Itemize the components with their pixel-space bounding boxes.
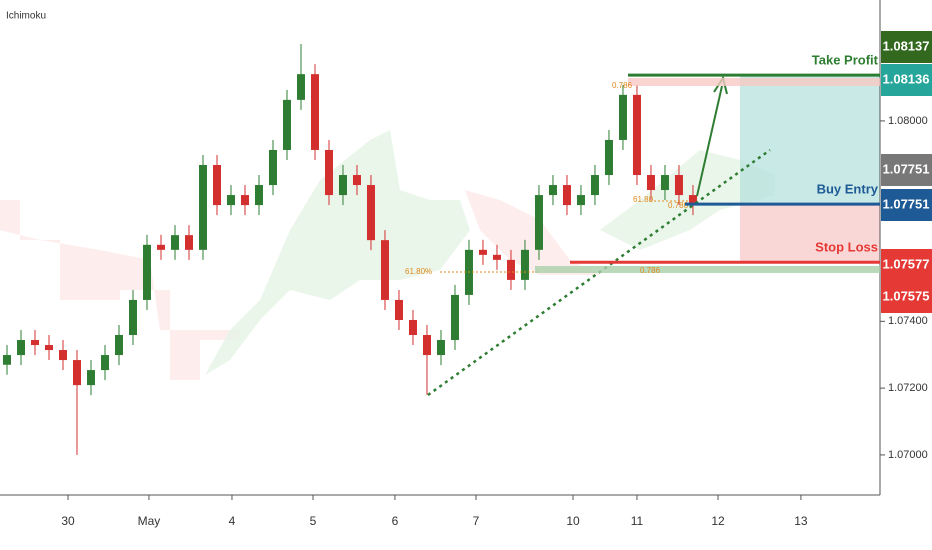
candle-body [436, 340, 445, 356]
candle-body [198, 165, 207, 250]
candle-body [408, 319, 417, 336]
x-tick-label: 5 [310, 514, 317, 528]
candle-body [16, 340, 25, 356]
candle-body [352, 175, 361, 186]
candle-body [548, 185, 557, 196]
candle-body [674, 175, 683, 196]
candle-body [422, 335, 431, 356]
candle-body [338, 175, 347, 196]
candle-body [30, 340, 39, 346]
x-tick-label: 11 [631, 514, 644, 528]
candle-body [604, 139, 613, 176]
candle-body [254, 185, 263, 206]
candle-body [492, 254, 501, 260]
cloud-bearish [465, 190, 600, 275]
fib-label: 0.786 [668, 201, 689, 210]
candle-body [282, 99, 291, 150]
x-tick-label: 4 [229, 514, 236, 528]
candle-body [576, 195, 585, 206]
candle-body [240, 195, 249, 206]
candle-body [100, 355, 109, 371]
x-tick-label: 10 [566, 514, 580, 528]
candle-body [44, 345, 53, 351]
y-tick-label: 1.08000 [888, 115, 928, 127]
plot [2, 44, 880, 455]
candle-body [380, 240, 389, 300]
candle-body [506, 259, 515, 280]
candle-body [114, 335, 123, 356]
fib-label: 0.786 [612, 81, 633, 90]
candle-body [394, 299, 403, 320]
cloud-bullish [205, 130, 470, 375]
candle-body [226, 195, 235, 206]
candle-body [450, 294, 459, 341]
fib-label: 0.786 [640, 266, 661, 275]
candle-body [632, 94, 641, 176]
candle-body [58, 350, 67, 361]
price-tag-label: 1.07575 [883, 288, 930, 303]
level-label: Stop Loss [815, 240, 878, 255]
price-tag-label: 1.07751 [883, 196, 930, 211]
candle-body [534, 195, 543, 250]
candle-body [212, 165, 221, 206]
candle-body [170, 235, 179, 250]
price-tag-label: 1.08137 [883, 38, 930, 53]
y-tick-label: 1.07400 [888, 315, 928, 327]
cloud-bullish [600, 150, 775, 250]
candle-body [296, 74, 305, 100]
price-tag [881, 154, 932, 186]
x-tick-label: 6 [392, 514, 399, 528]
candle-body [478, 249, 487, 255]
level-label: Take Profit [812, 53, 879, 68]
candle-body [520, 249, 529, 280]
profit-zone [740, 75, 880, 205]
level-label: Buy Entry [817, 182, 879, 197]
x-tick-label: 13 [794, 514, 808, 528]
x-tick-label: 30 [61, 514, 75, 528]
price-tag-label: 1.07751 [883, 161, 930, 176]
fib-label: 61.80 [633, 195, 654, 204]
fib-label: 61.80% [405, 267, 432, 276]
candle-body [142, 244, 151, 300]
y-tick-label: 1.07200 [888, 382, 928, 394]
candle-body [562, 185, 571, 206]
candle-body [2, 355, 11, 365]
candle-body [72, 360, 81, 386]
candle-body [590, 175, 599, 196]
price-tag [881, 31, 932, 63]
candle-body [324, 149, 333, 196]
cloud-bearish [0, 200, 240, 380]
fib-band [628, 78, 880, 86]
price-tag [881, 249, 932, 281]
arrow [696, 85, 723, 197]
candle-body [660, 175, 669, 191]
fib-band [535, 266, 880, 273]
x-tick-label: 12 [711, 514, 725, 528]
y-tick-label: 1.07000 [888, 449, 928, 461]
price-tag [881, 64, 932, 96]
candle-body [618, 94, 627, 140]
loss-zone [740, 204, 880, 263]
candle-body [688, 195, 697, 206]
candle-body [646, 175, 655, 191]
price-tag-label: 1.08136 [883, 71, 930, 86]
candle-body [310, 74, 319, 150]
candle-body [268, 149, 277, 186]
x-tick-label: May [138, 514, 161, 528]
indicator-name: Ichimoku [6, 11, 46, 22]
price-tag [881, 281, 932, 313]
candle-body [86, 370, 95, 386]
candle-body [156, 244, 165, 250]
candle-body [184, 235, 193, 250]
candle-body [128, 299, 137, 336]
candle-body [366, 185, 375, 241]
price-tag-label: 1.07577 [883, 256, 930, 271]
price-tag [881, 189, 932, 221]
x-tick-label: 7 [473, 514, 480, 528]
